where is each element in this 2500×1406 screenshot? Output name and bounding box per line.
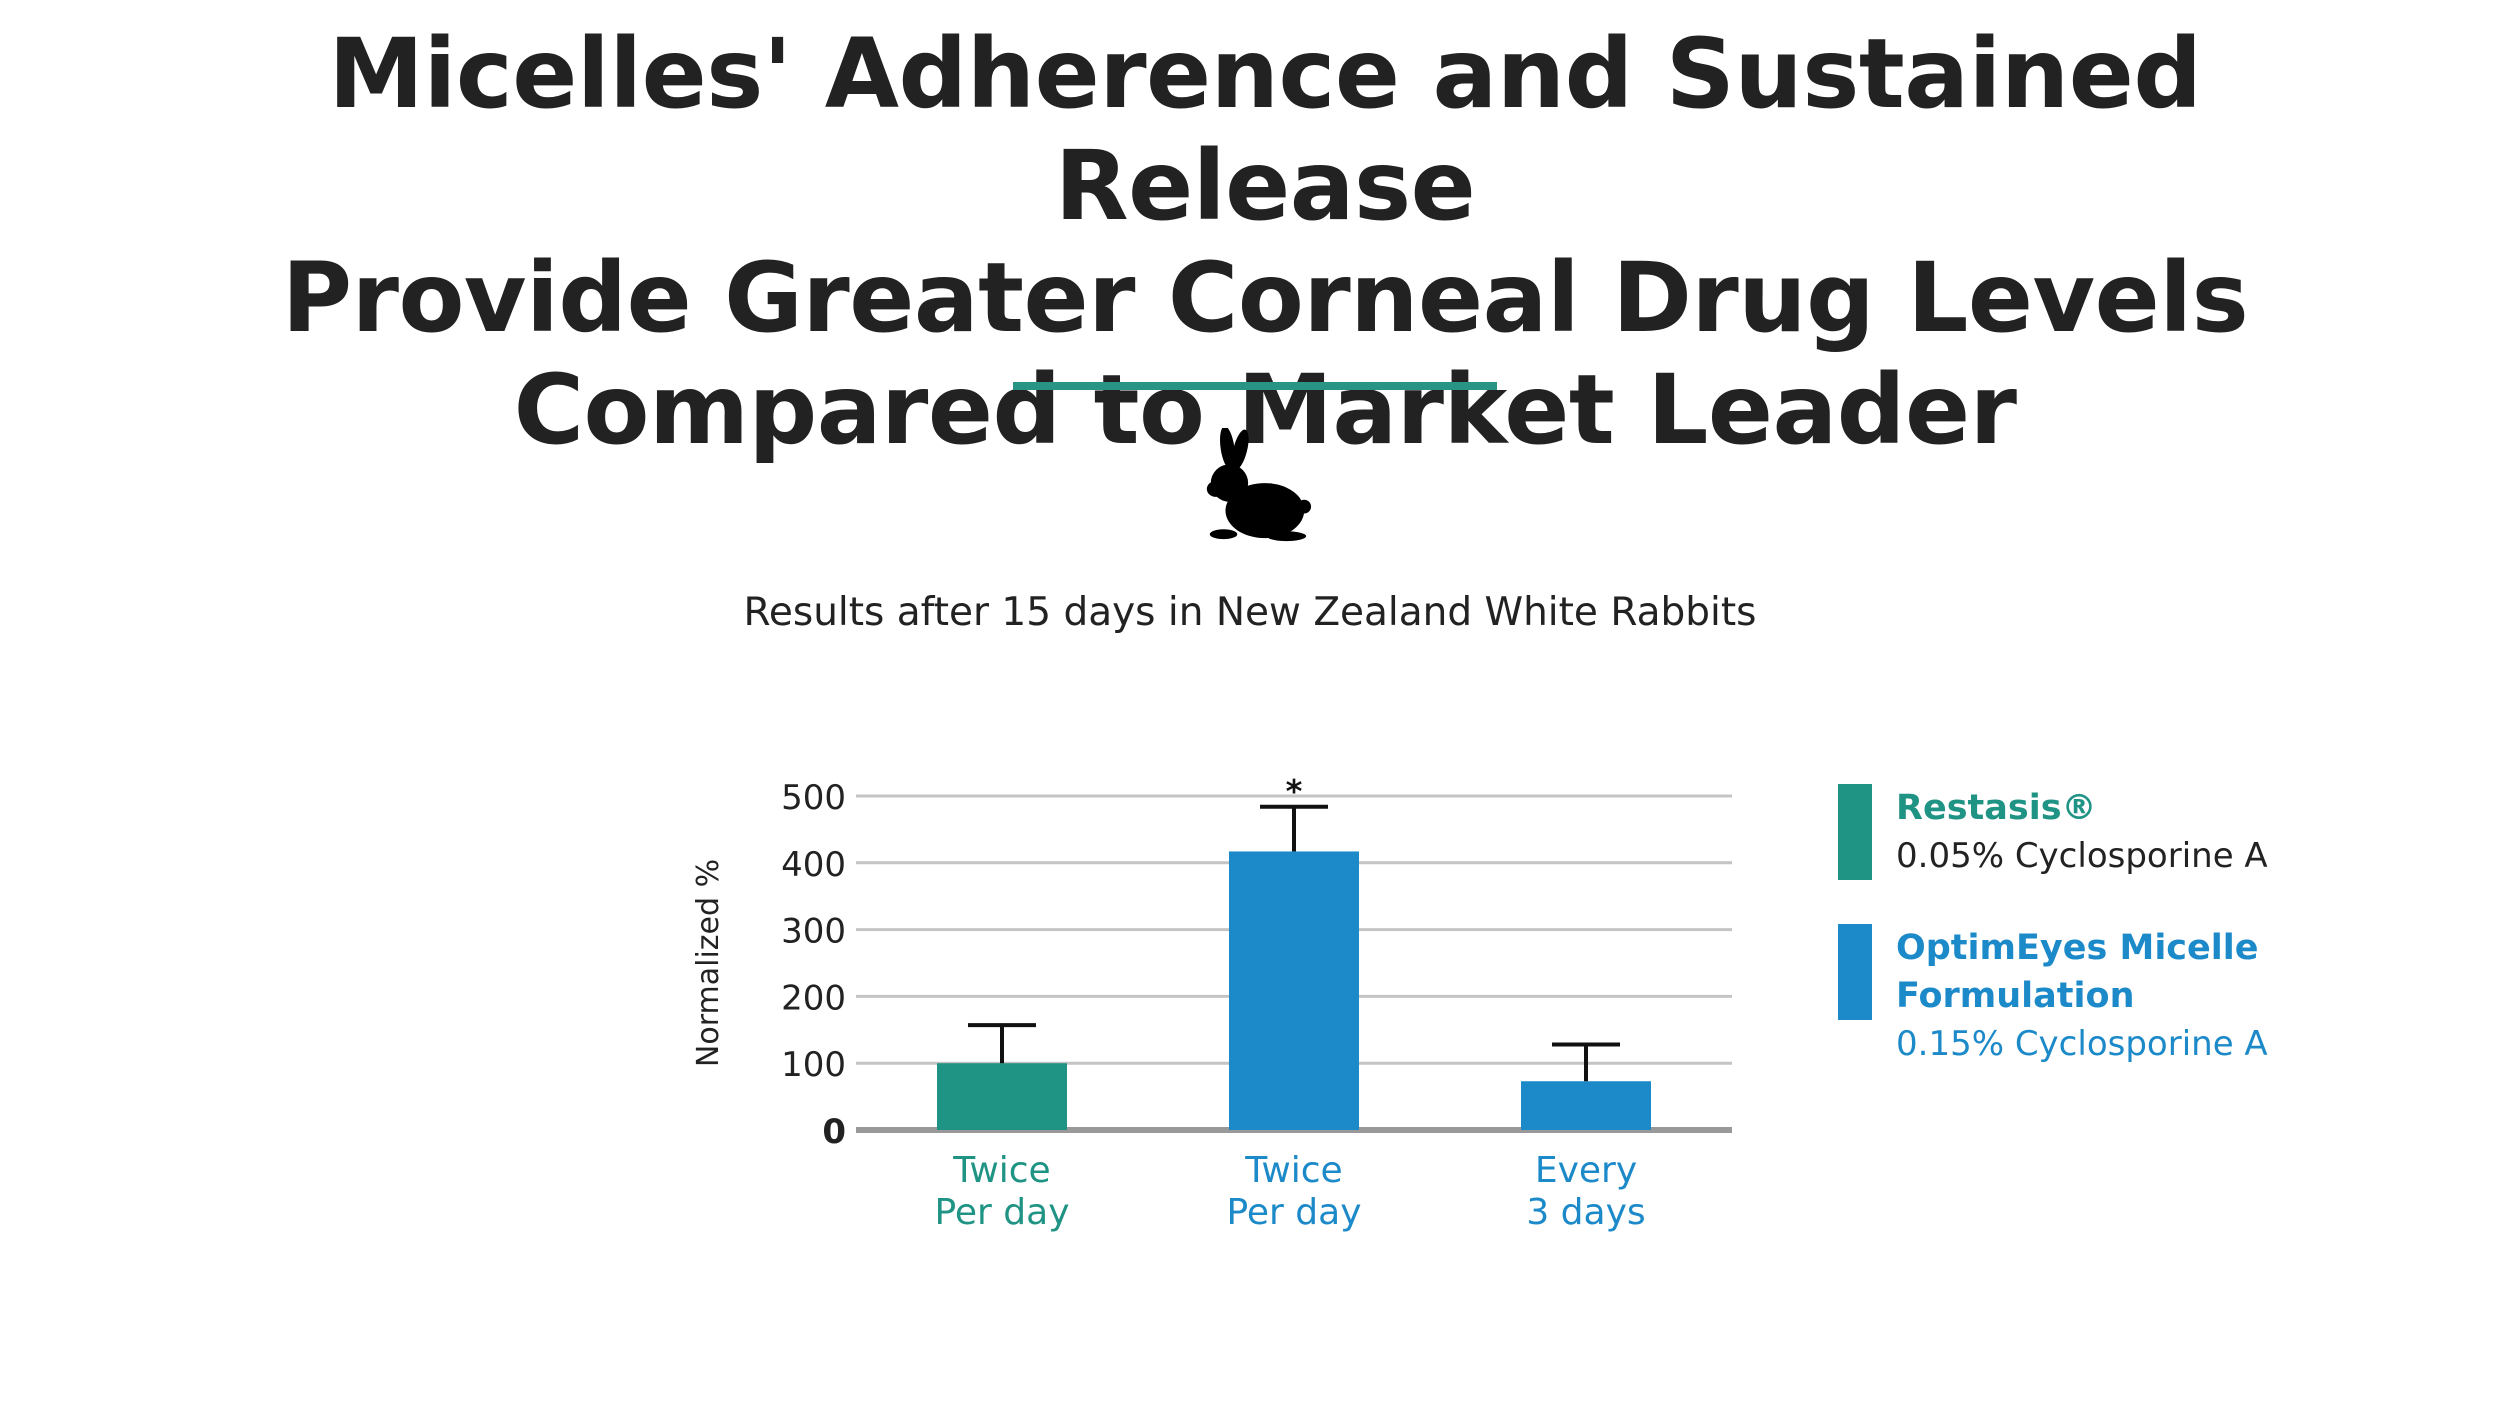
title-line-3: Compared to Market Leader <box>513 354 2017 466</box>
y-tick-label: 400 <box>781 845 846 885</box>
x-category-label: Twice <box>1244 1150 1342 1191</box>
legend-item-optimeyes: OptimEyes Micelle Formulation 0.15% Cycl… <box>1838 924 2458 1074</box>
y-axis-label: Normalized % <box>691 859 726 1067</box>
y-tick-label: 100 <box>781 1045 846 1085</box>
x-category-label: 3 days <box>1526 1192 1645 1233</box>
title-line-2: Provide Greater Corneal Drug Levels <box>281 242 2249 354</box>
x-category-label: Per day <box>1226 1192 1361 1233</box>
title-divider <box>1013 382 1497 390</box>
legend-swatch-optimeyes <box>1838 924 1872 1020</box>
bar <box>1521 1081 1651 1130</box>
y-tick-label: 200 <box>781 978 846 1018</box>
x-category-label: Twice <box>952 1150 1050 1191</box>
bar <box>1229 851 1359 1130</box>
legend-swatch-restasis <box>1838 784 1872 880</box>
legend-name: Restasis® <box>1896 788 2097 828</box>
y-tick-label: 300 <box>781 912 846 952</box>
title-line-1: Micelles' Adherence and Sustained Releas… <box>328 18 2202 242</box>
x-category-label: Per day <box>934 1192 1069 1233</box>
rabbit-icon <box>1206 428 1312 542</box>
significance-marker: * <box>1286 773 1303 811</box>
y-tick-label: 500 <box>781 778 846 818</box>
legend-item-restasis: Restasis® 0.05% Cyclosporine A <box>1838 784 2458 894</box>
x-category-label: Every <box>1535 1150 1637 1191</box>
legend-description: 0.15% Cyclosporine A <box>1896 1024 2268 1064</box>
legend-description: 0.05% Cyclosporine A <box>1896 836 2268 876</box>
chart-legend: Restasis® 0.05% Cyclosporine A OptimEyes… <box>1838 784 2458 1074</box>
chart-subtitle: Results after 15 days in New Zealand Whi… <box>743 590 1757 635</box>
page-title: Micelles' Adherence and Sustained Releas… <box>150 18 2380 466</box>
bar <box>937 1063 1067 1130</box>
y-tick-label: 0 <box>822 1112 846 1152</box>
legend-name: OptimEyes Micelle Formulation <box>1896 928 2259 1016</box>
